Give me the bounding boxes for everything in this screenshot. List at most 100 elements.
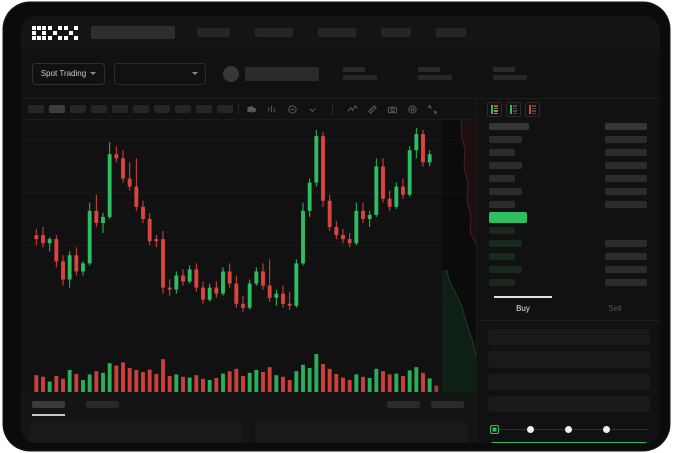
chart-type-icon[interactable] xyxy=(267,104,278,115)
order-amount-field[interactable] xyxy=(488,351,650,368)
orderbook-bid-row[interactable] xyxy=(489,227,515,234)
orders-actions xyxy=(387,401,464,408)
ticker-stat-change xyxy=(343,67,377,80)
trading-mode-label: Spot Trading xyxy=(40,69,87,78)
open-orders-panel xyxy=(21,393,476,443)
stat-label xyxy=(418,67,440,72)
table-row[interactable] xyxy=(255,421,468,443)
orderbook-ask-row[interactable] xyxy=(489,162,522,169)
camera-icon[interactable] xyxy=(387,104,398,115)
ruler-icon[interactable] xyxy=(367,104,378,115)
timeframe-button-1[interactable] xyxy=(28,105,44,113)
okx-logo-icon[interactable] xyxy=(32,25,78,40)
orderbook-col-header xyxy=(489,123,529,130)
orderbook-size-value xyxy=(605,266,647,273)
order-form xyxy=(477,323,660,412)
line-chart-icon[interactable] xyxy=(347,104,358,115)
orderbook-bid-row[interactable] xyxy=(489,266,522,273)
nav-item-derivatives[interactable] xyxy=(318,28,356,37)
nav-item-trade[interactable] xyxy=(255,28,293,37)
header-nav xyxy=(197,28,466,37)
orderbook-size-value xyxy=(605,175,647,182)
timeframe-button-7[interactable] xyxy=(154,105,170,113)
slider-node-25[interactable] xyxy=(527,425,534,433)
slider-node-50[interactable] xyxy=(565,425,572,433)
orders-rows xyxy=(21,421,476,443)
tab-buy[interactable]: Buy xyxy=(477,296,569,320)
chevron-down-icon xyxy=(90,72,97,75)
order-extra-field[interactable] xyxy=(488,396,650,412)
orderbook-asks-icon[interactable] xyxy=(525,102,540,117)
okx-logo-o xyxy=(32,25,46,40)
timeframe-button-4[interactable] xyxy=(91,105,107,113)
chevron-down-icon xyxy=(192,72,198,75)
ticker-stat-volume xyxy=(493,67,527,80)
orderbook-trade-panel: Buy Sell xyxy=(476,99,660,443)
orderbook-ask-row[interactable] xyxy=(489,149,515,156)
pair-header-bar: Spot Trading xyxy=(21,49,660,99)
stat-label xyxy=(493,67,515,72)
orders-action-1-button[interactable] xyxy=(387,401,420,408)
orderbook-spread-price xyxy=(489,212,527,223)
candlestick-chart[interactable] xyxy=(21,120,476,393)
nav-item-more[interactable] xyxy=(436,28,466,37)
tab-open-orders[interactable] xyxy=(32,401,65,408)
orderbook-ask-row[interactable] xyxy=(489,136,522,143)
timeframe-buttons xyxy=(28,105,233,113)
fullscreen-icon[interactable] xyxy=(427,104,438,115)
tab-sell[interactable]: Sell xyxy=(608,304,622,313)
pair-select[interactable] xyxy=(114,62,206,85)
timeframe-button-8[interactable] xyxy=(175,105,191,113)
stat-label xyxy=(343,67,365,72)
orderbook-bids-icon[interactable] xyxy=(506,102,521,117)
orderbook-size-value xyxy=(605,188,647,195)
nav-item-earn[interactable] xyxy=(381,28,411,37)
search-input[interactable] xyxy=(91,26,175,39)
timeframe-button-2[interactable] xyxy=(49,105,65,113)
timeframe-button-10[interactable] xyxy=(217,105,233,113)
ticker-stats xyxy=(343,67,527,80)
orderbook-bid-row[interactable] xyxy=(489,240,522,247)
orderbook-size-value xyxy=(605,136,647,143)
orderbook-bid-row[interactable] xyxy=(489,279,515,286)
timeframe-button-9[interactable] xyxy=(196,105,212,113)
pair-avatar xyxy=(223,65,239,82)
trading-mode-select[interactable]: Spot Trading xyxy=(32,62,105,85)
orderbook-size-value xyxy=(605,149,647,156)
order-price-field[interactable] xyxy=(488,329,650,345)
orderbook-size-value xyxy=(605,201,647,208)
timeframe-button-5[interactable] xyxy=(112,105,128,113)
tab-order-history[interactable] xyxy=(86,401,119,408)
slider-node-75[interactable] xyxy=(603,425,610,433)
orderbook-ask-row[interactable] xyxy=(489,188,522,195)
slider-handle[interactable] xyxy=(490,424,499,434)
orderbook-ask-row[interactable] xyxy=(489,175,515,182)
chart-tool-icons xyxy=(247,104,438,115)
stat-value xyxy=(418,75,452,80)
indicator-icon[interactable] xyxy=(287,104,298,115)
settings-gear-icon[interactable] xyxy=(407,104,418,115)
timeframe-button-6[interactable] xyxy=(133,105,149,113)
orderbook-bid-row[interactable] xyxy=(489,253,515,260)
orderbook[interactable] xyxy=(477,121,660,297)
okx-logo-k xyxy=(48,25,62,40)
timeframe-button-3[interactable] xyxy=(70,105,86,113)
table-row[interactable] xyxy=(29,421,242,443)
ticker-stat-high xyxy=(418,67,452,80)
candlestick-icon[interactable] xyxy=(247,104,258,115)
percent-slider[interactable] xyxy=(490,424,648,434)
stat-value xyxy=(343,75,377,80)
orderbook-size-value xyxy=(605,162,647,169)
chevron-down-icon[interactable] xyxy=(307,104,318,115)
okx-logo-x xyxy=(64,25,78,40)
last-price-value xyxy=(245,66,319,81)
orderbook-size-value xyxy=(605,279,647,286)
order-total-field[interactable] xyxy=(488,374,650,390)
nav-item-markets[interactable] xyxy=(197,28,230,37)
orders-action-2-button[interactable] xyxy=(431,401,464,408)
orderbook-ask-row[interactable] xyxy=(489,201,515,208)
place-buy-order-button[interactable] xyxy=(490,442,648,443)
orderbook-both-icon[interactable] xyxy=(487,102,502,117)
orderbook-size-value xyxy=(605,253,647,260)
